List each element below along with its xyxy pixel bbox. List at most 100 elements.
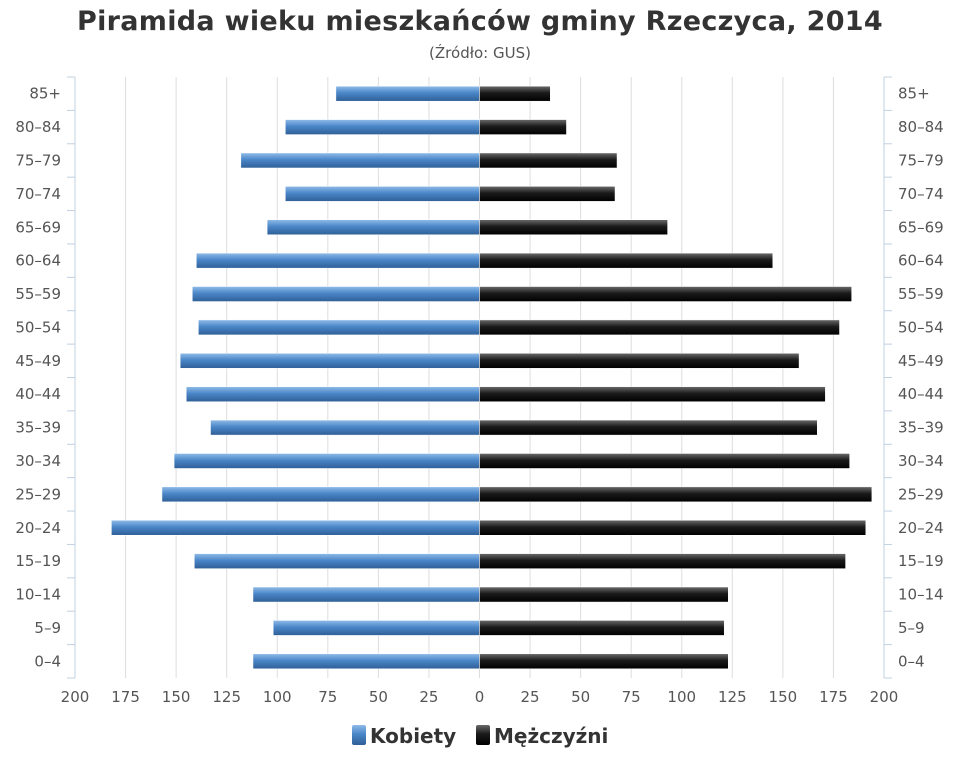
x-tick-label: 125 bbox=[212, 688, 241, 706]
x-tick-label: 200 bbox=[61, 688, 90, 706]
bar-kobiety[interactable] bbox=[161, 486, 480, 503]
bar-kobiety[interactable] bbox=[196, 252, 480, 269]
category-label-right: 30–34 bbox=[898, 452, 944, 470]
category-label-left: 75–79 bbox=[15, 151, 61, 169]
bar-kobiety[interactable] bbox=[192, 286, 480, 302]
category-label-right: 50–54 bbox=[898, 318, 944, 336]
x-tick-label: 0 bbox=[475, 688, 485, 706]
legend-swatch[interactable] bbox=[352, 725, 366, 745]
bar-kobiety[interactable] bbox=[111, 520, 480, 536]
bar-kobiety[interactable] bbox=[179, 353, 480, 369]
bar-mezczyzni[interactable] bbox=[479, 319, 840, 336]
x-tick-label: 175 bbox=[819, 688, 848, 706]
bar-kobiety[interactable] bbox=[210, 419, 480, 436]
x-tick-label: 100 bbox=[667, 688, 696, 706]
bar-mezczyzni[interactable] bbox=[479, 486, 873, 503]
bar-kobiety[interactable] bbox=[194, 553, 480, 569]
category-label-left: 80–84 bbox=[15, 118, 61, 136]
bar-mezczyzni[interactable] bbox=[479, 520, 867, 536]
bar-kobiety[interactable] bbox=[272, 620, 480, 636]
category-label-right: 35–39 bbox=[898, 419, 944, 437]
category-label-right: 60–64 bbox=[898, 252, 944, 270]
category-label-right: 5–9 bbox=[898, 619, 925, 637]
category-label-left: 65–69 bbox=[15, 218, 61, 236]
bar-kobiety[interactable] bbox=[252, 586, 480, 603]
legend-swatch[interactable] bbox=[476, 725, 490, 745]
x-tick-label: 175 bbox=[111, 688, 140, 706]
category-label-right: 15–19 bbox=[898, 552, 944, 570]
chart-title: Piramida wieku mieszkańców gminy Rzeczyc… bbox=[77, 6, 883, 37]
category-label-left: 15–19 bbox=[15, 552, 61, 570]
category-labels-left: 85+ 80–84 75–79 70–74 65–69 60–64 55–59 50–54 45… bbox=[15, 85, 61, 671]
bar-kobiety[interactable] bbox=[185, 386, 480, 402]
bar-kobiety[interactable] bbox=[173, 453, 480, 469]
category-label-right: 25–29 bbox=[898, 485, 944, 503]
bar-kobiety[interactable] bbox=[335, 85, 480, 102]
bar-mezczyzni[interactable] bbox=[479, 653, 729, 670]
category-labels-right: 85+ 80–84 75–79 70–74 65–69 60–64 55–59 50–54 45… bbox=[898, 85, 944, 671]
category-label-left: 70–74 bbox=[15, 185, 61, 203]
bar-kobiety[interactable] bbox=[285, 119, 480, 135]
bar-mezczyzni[interactable] bbox=[479, 553, 846, 569]
x-tick-label: 100 bbox=[263, 688, 292, 706]
category-label-right: 40–44 bbox=[898, 385, 944, 403]
x-tick-label: 25 bbox=[419, 688, 438, 706]
x-tick-label: 25 bbox=[521, 688, 540, 706]
bar-mezczyzni[interactable] bbox=[479, 119, 567, 135]
category-label-left: 0–4 bbox=[34, 652, 61, 670]
bar-mezczyzni[interactable] bbox=[479, 252, 774, 269]
bar-mezczyzni[interactable] bbox=[479, 186, 616, 202]
category-label-left: 40–44 bbox=[15, 385, 61, 403]
bar-kobiety[interactable] bbox=[252, 653, 480, 670]
x-tick-labels: 200 175 150 125 100 75 50 25 0 25 50 75 100 125 150 175… bbox=[61, 688, 899, 706]
bar-mezczyzni[interactable] bbox=[479, 620, 725, 636]
legend-label[interactable]: Kobiety bbox=[370, 724, 456, 748]
category-label-left: 45–49 bbox=[15, 352, 61, 370]
bar-mezczyzni[interactable] bbox=[479, 419, 818, 436]
bar-mezczyzni[interactable] bbox=[479, 453, 850, 469]
category-label-right: 55–59 bbox=[898, 285, 944, 303]
axes bbox=[67, 76, 892, 679]
chart-subtitle: (Źródło: GUS) bbox=[429, 44, 531, 62]
bar-mezczyzni[interactable] bbox=[479, 286, 852, 302]
category-label-right: 75–79 bbox=[898, 151, 944, 169]
bar-mezczyzni[interactable] bbox=[479, 219, 668, 235]
bar-kobiety[interactable] bbox=[266, 219, 480, 235]
category-label-right: 65–69 bbox=[898, 218, 944, 236]
category-label-right: 0–4 bbox=[898, 652, 925, 670]
bar-mezczyzni[interactable] bbox=[479, 353, 800, 369]
x-tick-label: 125 bbox=[718, 688, 747, 706]
bar-kobiety[interactable] bbox=[285, 186, 480, 202]
category-label-left: 20–24 bbox=[15, 519, 61, 537]
bar-kobiety[interactable] bbox=[198, 319, 480, 336]
x-tick-label: 50 bbox=[369, 688, 388, 706]
category-label-right: 45–49 bbox=[898, 352, 944, 370]
category-label-right: 10–14 bbox=[898, 586, 944, 604]
category-label-left: 10–14 bbox=[15, 586, 61, 604]
category-label-left: 5–9 bbox=[34, 619, 61, 637]
x-tick-label: 50 bbox=[571, 688, 590, 706]
category-label-right: 20–24 bbox=[898, 519, 944, 537]
x-tick-label: 200 bbox=[870, 688, 899, 706]
x-tick-label: 75 bbox=[318, 688, 337, 706]
category-label-right: 85+ bbox=[898, 85, 930, 103]
x-tick-label: 150 bbox=[162, 688, 191, 706]
legend-label[interactable]: Mężczyźni bbox=[494, 724, 608, 748]
bars bbox=[111, 85, 873, 670]
category-label-right: 70–74 bbox=[898, 185, 944, 203]
category-label-left: 85+ bbox=[29, 85, 61, 103]
bar-mezczyzni[interactable] bbox=[479, 386, 826, 402]
legend[interactable]: Kobiety Mężczyźni bbox=[352, 724, 608, 748]
category-label-left: 55–59 bbox=[15, 285, 61, 303]
category-label-left: 60–64 bbox=[15, 252, 61, 270]
category-label-left: 50–54 bbox=[15, 318, 61, 336]
bar-mezczyzni[interactable] bbox=[479, 85, 551, 102]
category-label-right: 80–84 bbox=[898, 118, 944, 136]
x-tick-label: 75 bbox=[622, 688, 641, 706]
bar-mezczyzni[interactable] bbox=[479, 586, 729, 603]
bar-mezczyzni[interactable] bbox=[479, 152, 618, 169]
category-label-left: 25–29 bbox=[15, 485, 61, 503]
bar-kobiety[interactable] bbox=[240, 152, 480, 169]
